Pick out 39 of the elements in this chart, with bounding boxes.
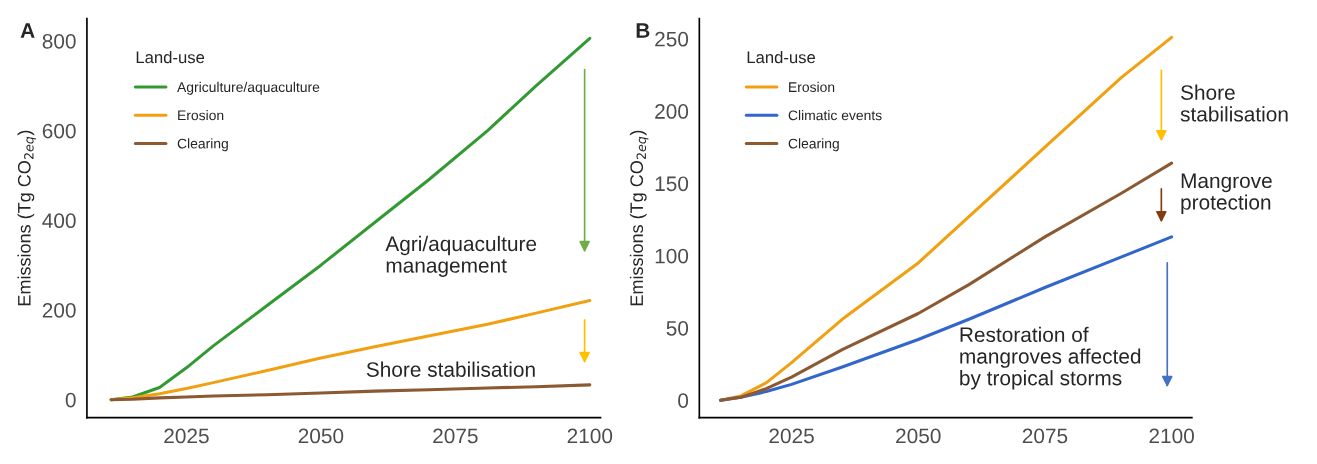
y-tick-label: 800 [42, 33, 76, 49]
x-tick-label: 2100 [1149, 428, 1194, 444]
x-tick-label: 2100 [567, 428, 613, 444]
annotation: Agri/aquaculture management [385, 235, 537, 277]
chart-title: A [20, 23, 35, 38]
x-tick-label: 2075 [1022, 428, 1068, 444]
line-series [109, 383, 592, 402]
legend-label: Clearing [788, 138, 839, 152]
y-tick-label: 0 [678, 393, 689, 408]
legend-label: Erosion [789, 81, 835, 93]
y-axis-title: Emissions (Tg CO$_{2eq}$) [17, 130, 37, 306]
y-tick-label: 100 [655, 248, 689, 264]
y-tick-label: 0 [65, 392, 76, 408]
legend-title: Land-use [136, 51, 205, 64]
y-tick-label: 400 [42, 213, 76, 229]
legend-label: Erosion [178, 110, 224, 121]
annotation: Shore stabilisation [1180, 84, 1288, 122]
x-tick-label: 2025 [769, 428, 814, 444]
legend-label: Agriculture/aquaculture [177, 81, 320, 95]
y-tick-label: 200 [42, 303, 76, 318]
y-tick-label: 150 [655, 176, 689, 192]
x-tick-label: 2025 [164, 428, 209, 444]
legend-label: Climatic events [788, 110, 882, 121]
legend-label: Clearing [177, 138, 228, 152]
annotation: Restoration of mangroves affected by tropical storms [960, 326, 1141, 390]
y-tick-label: 250 [655, 31, 689, 47]
y-tick-label: 600 [42, 123, 76, 139]
y-axis-title: Emissions (Tg CO$_{2eq}$) [629, 130, 649, 306]
line-series [719, 161, 1174, 402]
y-tick-label: 200 [655, 104, 689, 119]
y-tick-label: 50 [666, 320, 689, 336]
annotation: Mangrove protection [1181, 173, 1272, 214]
x-tick-label: 2075 [433, 428, 478, 444]
line-series [719, 35, 1174, 402]
chart-title: B [636, 23, 650, 38]
x-tick-label: 2050 [298, 428, 344, 444]
legend-title: Land-use [747, 51, 816, 64]
annotation: Shore stabilisation [366, 361, 535, 377]
x-tick-label: 2050 [896, 428, 941, 444]
